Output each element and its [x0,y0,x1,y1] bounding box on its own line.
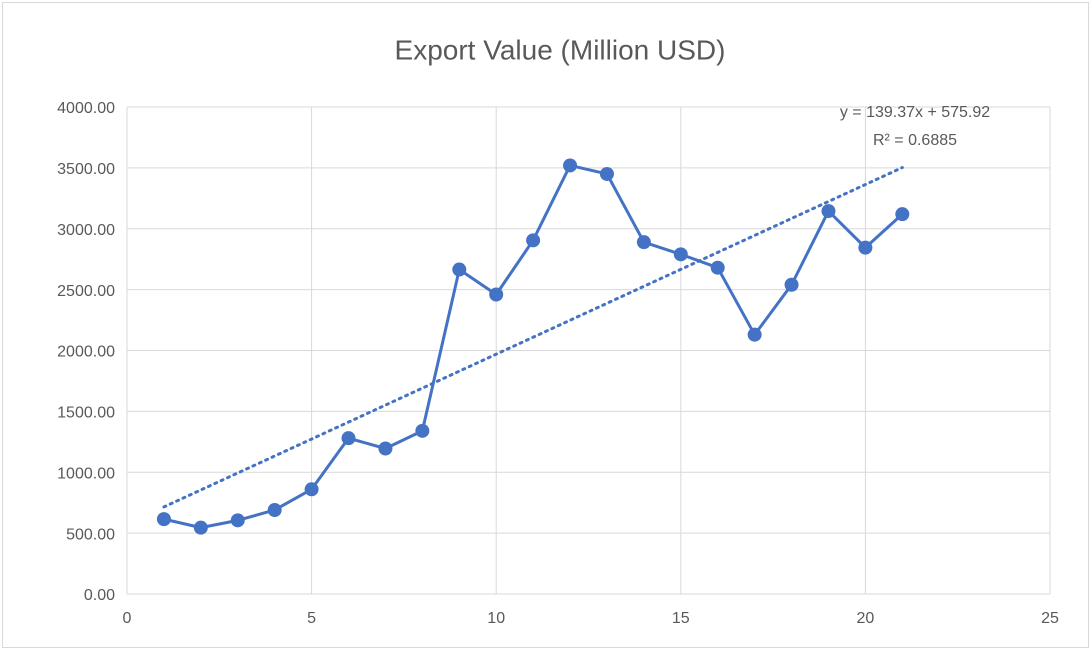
y-tick-label: 500.00 [66,526,115,543]
data-point [563,158,578,173]
y-tick-label: 4000.00 [57,100,115,117]
data-point [378,441,393,456]
data-point [156,512,171,527]
trendline-r2: R² = 0.6885 [873,132,957,149]
x-tick-label: 0 [123,610,132,627]
y-tick-label: 1500.00 [57,405,115,422]
x-tick-label: 20 [857,610,875,627]
data-point [599,166,614,181]
data-point [193,520,208,535]
data-point [267,502,282,517]
data-point [341,431,356,446]
x-tick-label: 15 [672,610,690,627]
data-point [710,260,725,275]
data-point [858,240,873,255]
data-point [784,277,799,292]
y-tick-label: 2000.00 [57,344,115,361]
data-point [673,247,688,262]
data-point [895,207,910,222]
x-tick-label: 5 [307,610,316,627]
y-tick-label: 1000.00 [57,465,115,482]
data-point [526,233,541,248]
trendline-equation: y = 139.37x + 575.92 [840,104,990,121]
data-point [489,287,504,302]
chart-title: Export Value (Million USD) [395,34,726,65]
data-point [747,327,762,342]
x-tick-label: 10 [487,610,505,627]
x-tick-label: 25 [1041,610,1059,627]
y-tick-label: 2500.00 [57,283,115,300]
data-point [452,262,467,277]
data-point [230,513,245,528]
data-point [415,423,430,438]
y-tick-label: 3500.00 [57,161,115,178]
y-tick-label: 0.00 [84,587,115,604]
data-point [636,235,651,250]
y-tick-label: 3000.00 [57,222,115,239]
data-point [821,204,836,219]
data-point [304,482,319,497]
trendline [162,166,904,509]
